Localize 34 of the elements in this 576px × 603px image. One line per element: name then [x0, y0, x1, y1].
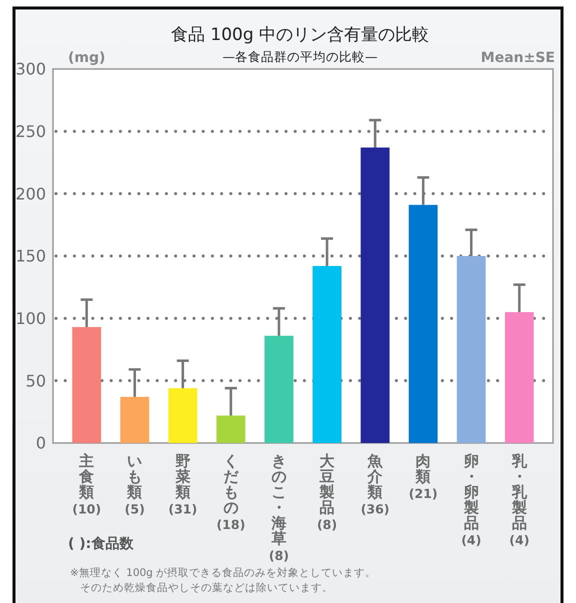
bar: [360, 148, 390, 443]
bar: [264, 336, 294, 443]
y-tick-label: 200: [15, 184, 46, 204]
chart-title: 食品 100g 中のリン含有量の比較: [170, 25, 430, 45]
y-axis-title: (mg): [68, 50, 106, 66]
x-tick-label: 乳・乳製品 (4): [509, 452, 530, 548]
x-tick-label: 魚介類 (36): [360, 452, 390, 516]
x-tick-label: 野菜類 (31): [168, 452, 198, 516]
text: ( ):食品数: [68, 536, 134, 552]
bar: [456, 256, 486, 443]
bar: [216, 416, 246, 443]
bar: [408, 204, 438, 443]
y-tick-label: 250: [15, 122, 46, 141]
bar: [312, 266, 342, 443]
y-tick-label: 50: [26, 371, 46, 390]
x-tick-label: 卵・卵製品 (4): [461, 452, 482, 548]
text: そのため乾燥食品やしその葉などは除いています。: [80, 581, 333, 594]
bar: [168, 388, 198, 443]
bar: [120, 396, 150, 443]
x-tick-label: くだもの (18): [216, 452, 246, 532]
x-tick-label: 主食類 (10): [72, 452, 102, 516]
x-tick-label: きのこ・海草 (8): [268, 452, 290, 563]
bar: [504, 312, 534, 443]
y-tick-label: 150: [15, 246, 46, 266]
text: ※無理なく 100g が摂取できる食品のみを対象としています。: [70, 566, 376, 579]
x-tick-label: 大豆製品 (8): [316, 452, 338, 532]
chart-subtitle: —各食品群の平均の比較—: [222, 49, 378, 64]
y-tick-label: 100: [15, 308, 46, 328]
y-tick-label: 300: [15, 60, 46, 79]
y-tick-label: 0: [36, 434, 46, 453]
x-tick-label: 肉類 (21): [408, 452, 438, 501]
text: Mean±SE: [480, 50, 555, 66]
bar: [72, 327, 102, 443]
x-tick-label: いも類 (5): [124, 452, 145, 516]
